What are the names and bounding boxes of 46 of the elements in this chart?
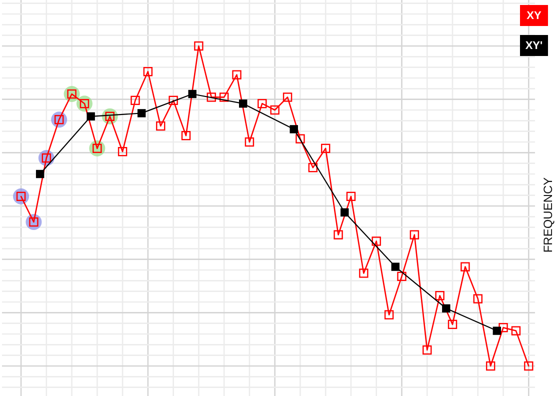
point — [239, 100, 248, 108]
point — [282, 92, 292, 102]
point — [442, 304, 450, 312]
point — [524, 361, 534, 371]
point — [372, 236, 381, 246]
point — [498, 323, 508, 332]
point — [270, 105, 280, 115]
y-axis-title: FREQUENCY — [541, 177, 555, 253]
point — [346, 192, 356, 201]
point — [156, 121, 166, 131]
point — [258, 99, 267, 108]
point — [410, 230, 420, 240]
point — [334, 230, 343, 240]
point — [435, 291, 444, 300]
point — [340, 208, 349, 216]
point — [308, 163, 318, 172]
point — [130, 96, 140, 105]
point — [143, 67, 153, 76]
point — [397, 272, 406, 281]
point — [188, 90, 196, 98]
point — [232, 70, 242, 80]
point — [86, 112, 95, 120]
point — [244, 137, 254, 147]
point — [118, 147, 128, 156]
point — [219, 92, 229, 102]
point — [391, 262, 400, 271]
point — [511, 326, 521, 336]
point — [321, 144, 330, 153]
point — [448, 320, 458, 329]
point — [486, 361, 496, 371]
text: XY' — [525, 40, 544, 52]
point — [460, 262, 470, 272]
point — [181, 131, 191, 140]
point — [296, 134, 305, 144]
point — [473, 294, 482, 304]
point — [137, 109, 146, 118]
text: XY — [526, 10, 542, 22]
point — [422, 345, 432, 355]
point — [206, 92, 216, 102]
point — [36, 170, 44, 178]
point — [492, 326, 502, 335]
point — [384, 310, 394, 320]
point — [194, 41, 204, 51]
point — [290, 125, 298, 134]
point — [168, 96, 178, 105]
point — [359, 268, 368, 278]
